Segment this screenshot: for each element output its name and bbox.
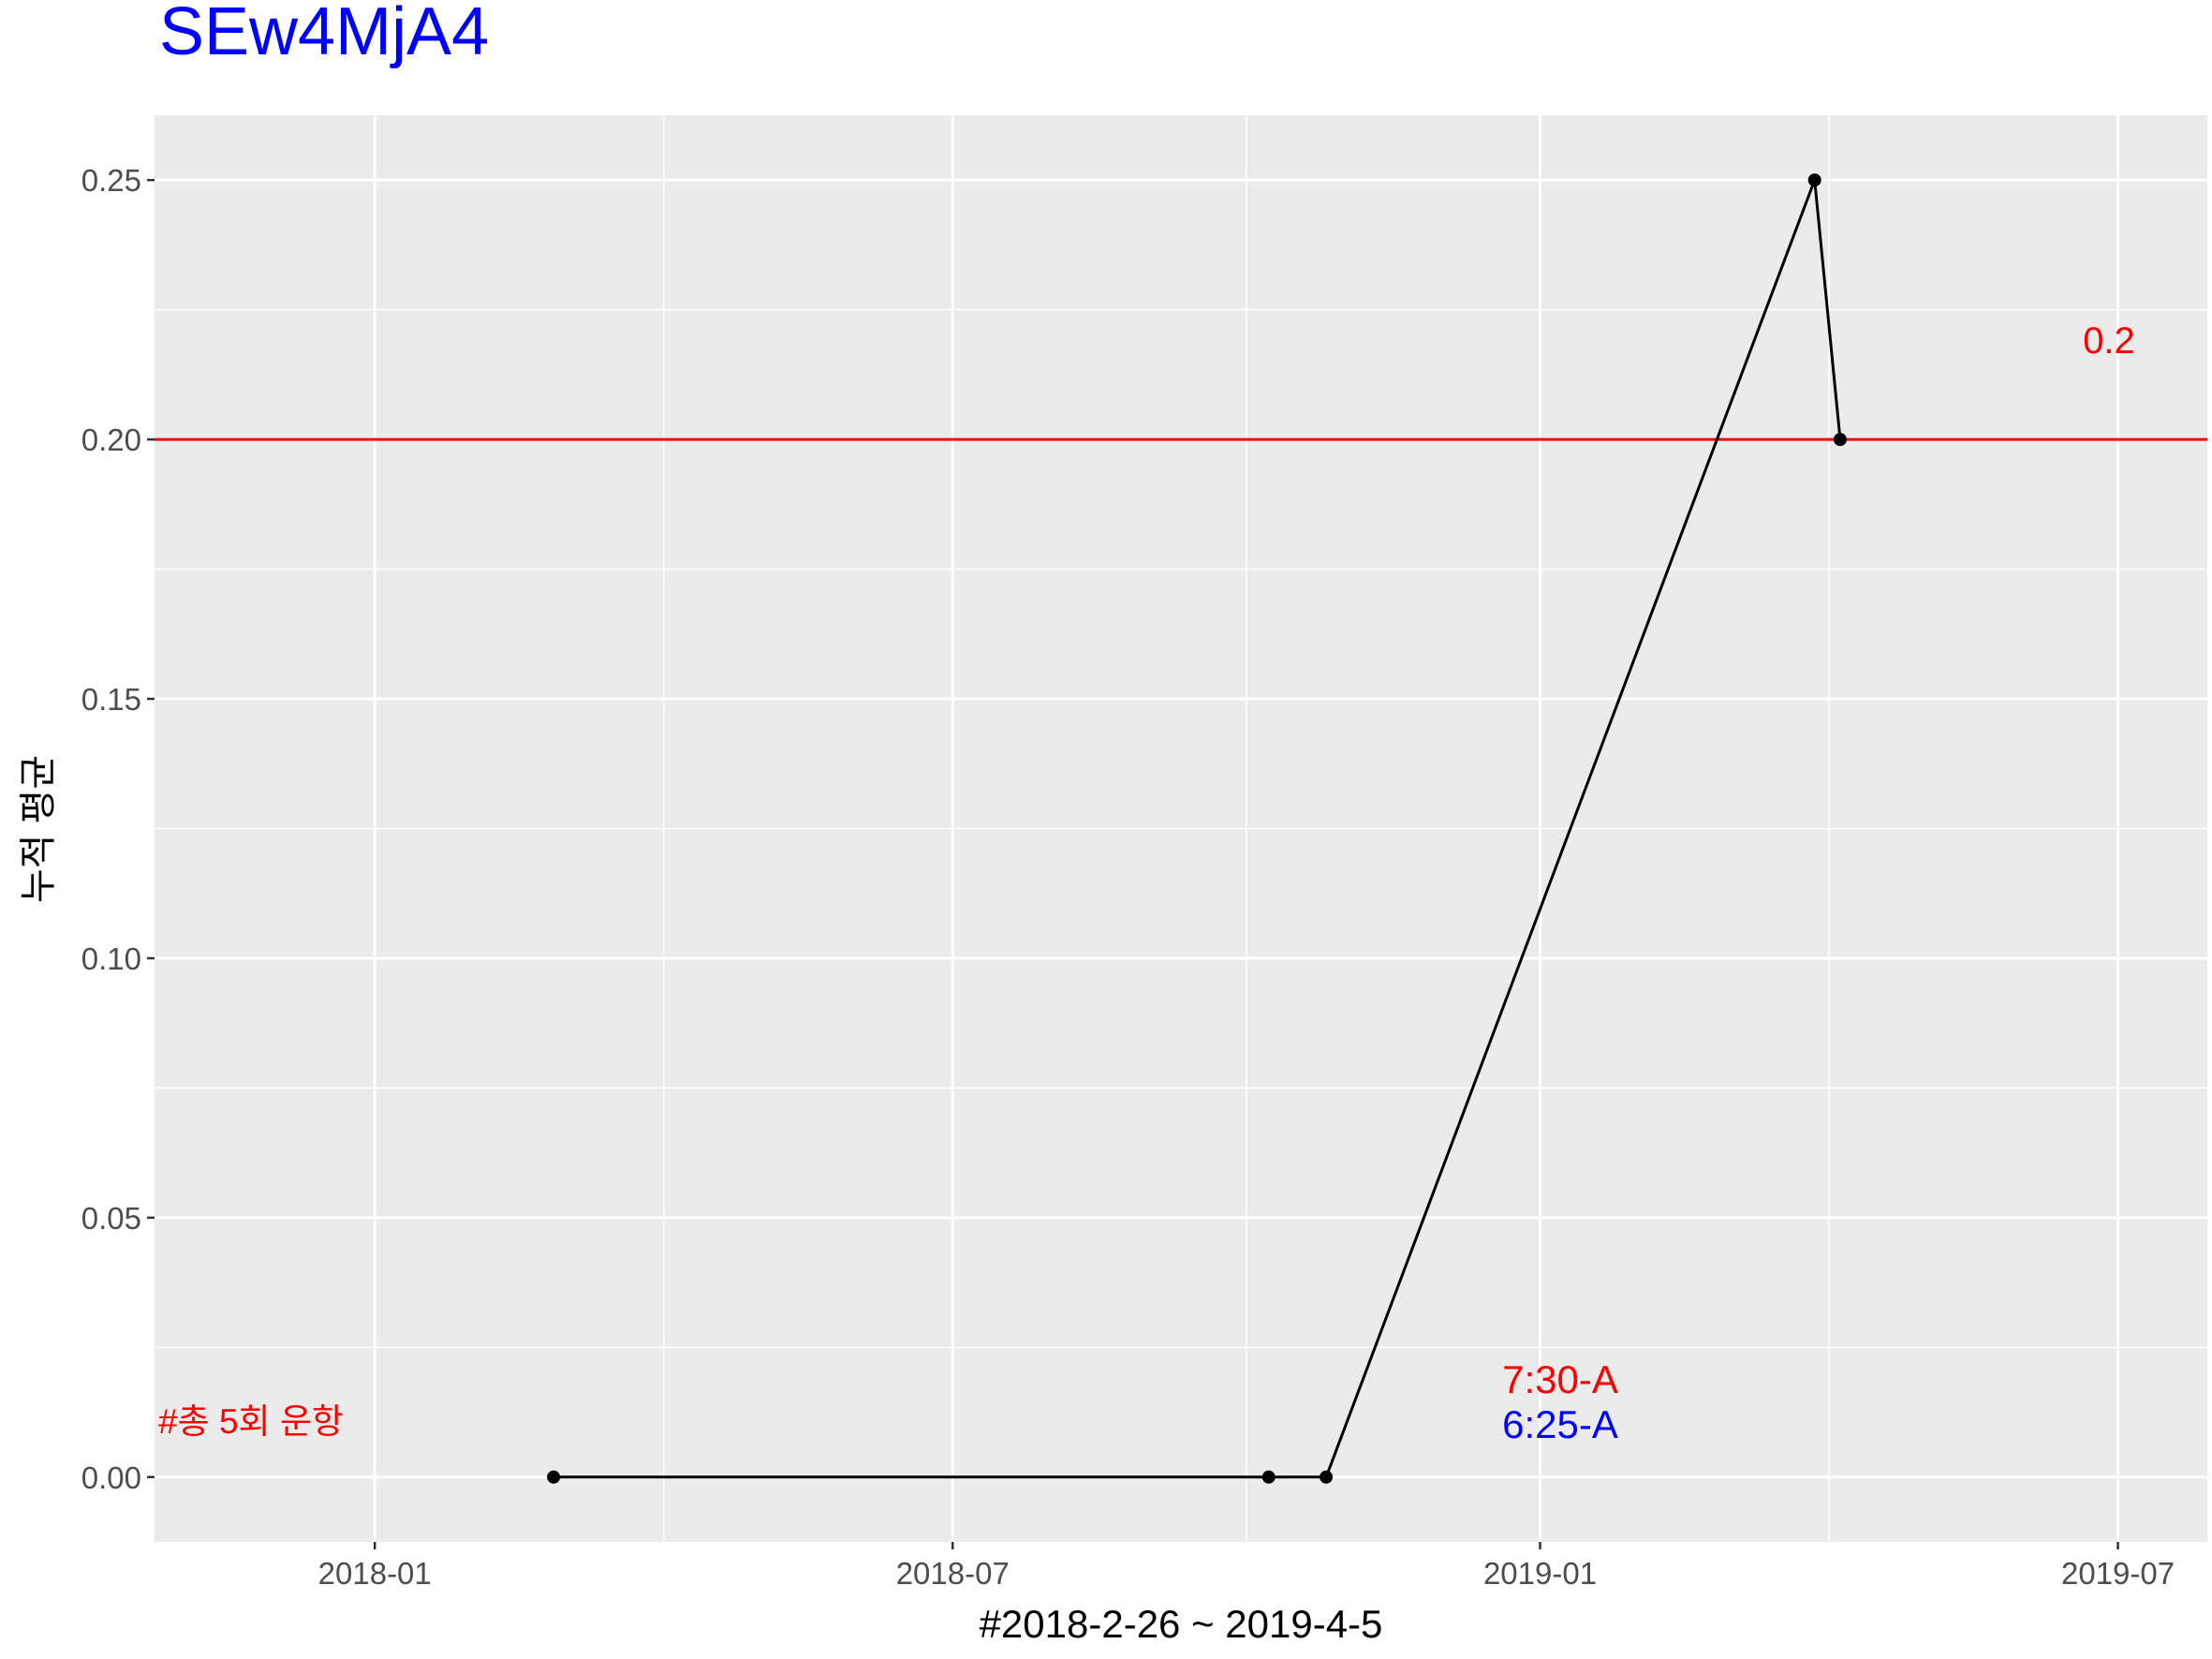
data-point-2 (1320, 1470, 1334, 1484)
major-gridlines (155, 115, 2207, 1542)
minor-gridlines (155, 115, 2207, 1542)
x-tick-label: 2019-01 (1483, 1556, 1597, 1591)
y-tick-label: 0.25 (81, 163, 141, 198)
y-axis: 0.00 0.05 0.10 0.15 0.20 0.25 (81, 163, 155, 1495)
y-tick-label: 0.10 (81, 941, 141, 976)
y-tick-label: 0.05 (81, 1201, 141, 1236)
y-tick-label: 0.20 (81, 422, 141, 457)
reference-line-label: 0.2 (2083, 320, 2135, 362)
series-points (547, 173, 1847, 1484)
data-point-4 (1833, 433, 1847, 447)
annotation-time-blue: 6:25-A (1502, 1402, 1618, 1446)
x-tick-label: 2018-07 (896, 1556, 1010, 1591)
y-tick-label: 0.00 (81, 1460, 141, 1495)
annotation-time-red: 7:30-A (1502, 1357, 1618, 1401)
x-axis-label: #2018-2-26 ~ 2019-4-5 (980, 1602, 1383, 1646)
y-axis-label: 누적 평균 (18, 755, 59, 903)
x-axis: 2018-01 2018-07 2019-01 2019-07 (318, 1542, 2175, 1591)
data-point-0 (547, 1470, 561, 1484)
data-point-1 (1261, 1470, 1276, 1484)
annotation-flight-count: #총 5회 운항 (158, 1402, 344, 1441)
chart-title: SEw4MjA4 (159, 0, 489, 69)
data-point-3 (1807, 173, 1821, 187)
x-tick-label: 2019-07 (2061, 1556, 2175, 1591)
x-tick-label: 2018-01 (318, 1556, 432, 1591)
y-tick-label: 0.15 (81, 682, 141, 717)
